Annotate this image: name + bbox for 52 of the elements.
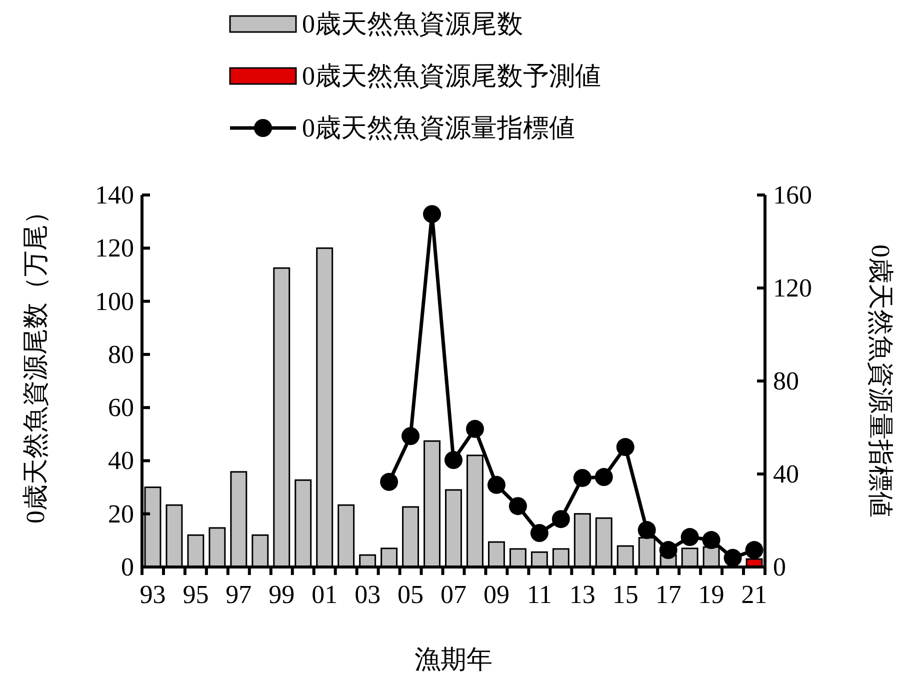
point (423, 205, 442, 224)
y2-axis-title: 0歳天然魚資源量指標値 (866, 244, 895, 518)
legend-label: 0歳天然魚資源量指標値 (302, 114, 575, 142)
y-tick-label: 80 (108, 340, 134, 369)
y2-tick-label: 160 (773, 180, 812, 210)
x-axis-title: 漁期年 (414, 645, 492, 674)
y2-tick-label: 40 (773, 460, 799, 488)
x-tick-label: 11 (526, 580, 552, 609)
x-tick-label: 03 (354, 580, 381, 609)
x-tick-label: 01 (312, 580, 338, 609)
y2-tick-label: 120 (773, 274, 812, 302)
y-tick-label: 60 (108, 393, 134, 422)
point (745, 541, 764, 560)
y-tick-label: 100 (95, 286, 134, 316)
y-tick-label: 120 (95, 234, 134, 263)
x-tick-label: 13 (569, 580, 596, 609)
x-tick-label: 07 (440, 580, 466, 609)
x-tick-label: 99 (268, 580, 295, 609)
legend-label: 0歳天然魚資源尾数 (302, 10, 523, 38)
point (530, 524, 548, 542)
x-tick-label: 09 (483, 580, 510, 609)
point (444, 451, 462, 470)
x-tick-label: 19 (698, 580, 724, 609)
y2-tick-label: 80 (773, 366, 799, 396)
y-tick-label: 0 (121, 552, 134, 582)
point (402, 427, 420, 446)
x-tick-label: 93 (140, 580, 166, 609)
point (380, 472, 398, 491)
y2-tick-label: 0 (773, 552, 786, 582)
x-tick-label: 17 (655, 580, 682, 609)
point (466, 420, 484, 438)
x-tick-label: 95 (182, 580, 209, 609)
point (702, 531, 720, 550)
point (680, 528, 699, 546)
point (659, 541, 678, 560)
point (573, 468, 592, 487)
y-axis-title: 0歳天然魚資源尾数（万尾） (21, 198, 50, 524)
x-tick-label: 97 (226, 580, 252, 609)
x-tick-label: 15 (612, 580, 638, 609)
x-tick-label: 05 (398, 580, 424, 609)
point (487, 476, 506, 494)
y-tick-label: 40 (108, 446, 134, 476)
y-tick-label: 140 (95, 180, 134, 210)
point (616, 438, 634, 456)
x-tick-label: 21 (741, 580, 768, 609)
point (594, 468, 613, 486)
point (552, 510, 570, 528)
point (508, 497, 527, 516)
y-tick-label: 20 (108, 499, 134, 528)
point (638, 521, 656, 540)
point (724, 548, 742, 567)
legend-label: 0歳天然魚資源尾数予測値 (302, 62, 601, 90)
